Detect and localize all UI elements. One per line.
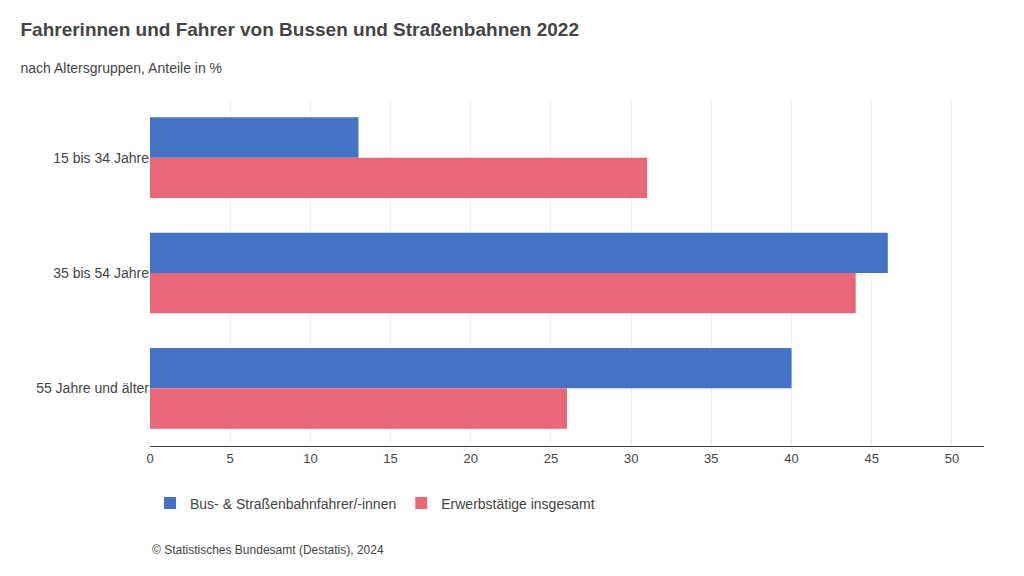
svg-text:30: 30	[624, 451, 638, 466]
svg-text:55 Jahre und älter: 55 Jahre und älter	[36, 380, 149, 396]
svg-text:5: 5	[227, 451, 234, 466]
svg-text:20: 20	[464, 451, 478, 466]
svg-text:Bus- & Straßenbahnfahrer/-inne: Bus- & Straßenbahnfahrer/-innen	[190, 496, 396, 512]
svg-text:10: 10	[303, 451, 317, 466]
svg-text:© Statistisches Bundesamt (Des: © Statistisches Bundesamt (Destatis), 20…	[152, 543, 384, 557]
svg-text:15: 15	[383, 451, 397, 466]
svg-text:15 bis 34 Jahre: 15 bis 34 Jahre	[53, 150, 149, 166]
svg-text:25: 25	[544, 451, 558, 466]
svg-text:Erwerbstätige insgesamt: Erwerbstätige insgesamt	[441, 496, 594, 512]
svg-text:nach Altersgruppen, Anteile in: nach Altersgruppen, Anteile in %	[20, 60, 222, 76]
svg-text:35 bis 54 Jahre: 35 bis 54 Jahre	[53, 265, 149, 281]
svg-text:Fahrerinnen und Fahrer von Bus: Fahrerinnen und Fahrer von Bussen und St…	[20, 19, 579, 40]
svg-text:0: 0	[146, 451, 153, 466]
svg-text:40: 40	[784, 451, 798, 466]
svg-text:50: 50	[945, 451, 959, 466]
svg-text:45: 45	[864, 451, 878, 466]
svg-text:35: 35	[704, 451, 718, 466]
